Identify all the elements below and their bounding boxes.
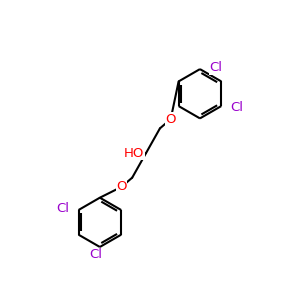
Text: Cl: Cl: [56, 202, 69, 215]
Text: Cl: Cl: [230, 101, 244, 114]
Text: O: O: [165, 113, 176, 126]
Text: Cl: Cl: [209, 61, 222, 74]
Text: O: O: [116, 180, 127, 194]
Text: Cl: Cl: [89, 248, 103, 261]
Text: HO: HO: [124, 146, 144, 160]
